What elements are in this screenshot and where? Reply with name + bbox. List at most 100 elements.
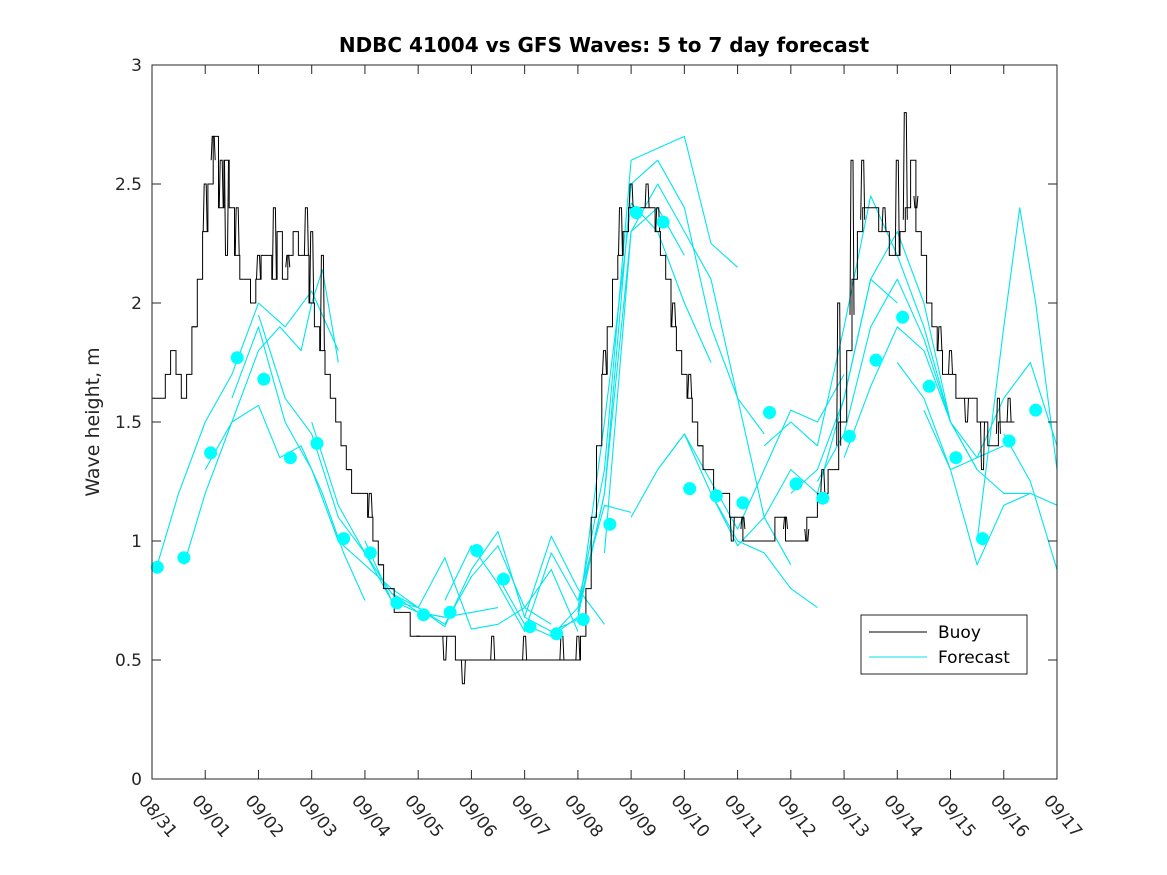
daily-forecast-marker bbox=[257, 372, 271, 386]
daily-forecast-marker bbox=[204, 446, 218, 460]
forecast-line bbox=[156, 290, 339, 565]
buoy-spike bbox=[836, 302, 842, 446]
buoy-spike bbox=[442, 636, 448, 661]
forecast-line bbox=[183, 269, 339, 565]
y-tick-label: 2.5 bbox=[115, 175, 142, 195]
buoy-line bbox=[152, 135, 1015, 661]
daily-forecast-marker bbox=[763, 406, 776, 419]
forecast-line bbox=[923, 361, 1058, 471]
daily-forecast-marker bbox=[310, 436, 324, 450]
daily-forecast-marker bbox=[470, 544, 484, 557]
buoy-spike bbox=[602, 350, 607, 375]
y-tick-label: 0 bbox=[131, 770, 142, 790]
buoy-spike bbox=[729, 517, 735, 542]
buoy-spike bbox=[1006, 397, 1012, 423]
forecast-line bbox=[657, 374, 845, 530]
buoy-spike bbox=[628, 183, 634, 208]
y-axis-label: Wave height, m bbox=[82, 347, 104, 496]
daily-forecast-marker bbox=[709, 489, 723, 503]
daily-forecast-marker bbox=[150, 560, 164, 574]
daily-forecast-marker bbox=[576, 613, 590, 626]
buoy-spike bbox=[271, 207, 277, 280]
daily-forecast-marker bbox=[949, 451, 963, 465]
buoy-spike bbox=[804, 529, 810, 542]
buoy-spike bbox=[285, 254, 291, 268]
buoy-spike bbox=[937, 326, 943, 351]
buoy-spike bbox=[303, 207, 309, 256]
daily-forecast-marker bbox=[523, 620, 537, 634]
daily-forecast-marker bbox=[789, 477, 803, 491]
buoy-spike bbox=[202, 183, 208, 232]
legend-buoy-label: Buoy bbox=[938, 623, 981, 643]
forecast-line bbox=[1003, 433, 1058, 570]
buoy-spike bbox=[948, 350, 953, 375]
daily-forecast-marker bbox=[896, 310, 910, 324]
buoy-spike bbox=[234, 207, 240, 256]
legend-forecast-label: Forecast bbox=[938, 648, 1010, 668]
forecast-line bbox=[231, 326, 419, 609]
buoy-series-group bbox=[152, 112, 1015, 685]
buoy-spike bbox=[995, 397, 1001, 434]
buoy-spike bbox=[309, 231, 315, 304]
buoy-spike bbox=[820, 469, 826, 494]
buoy-spike bbox=[894, 159, 900, 256]
buoy-spike bbox=[902, 112, 908, 220]
daily-forecast-marker bbox=[496, 572, 510, 586]
daily-forecast-marker bbox=[656, 215, 670, 229]
daily-forecast-marker bbox=[922, 379, 936, 393]
buoy-spike bbox=[671, 302, 677, 327]
daily-forecast-marker bbox=[683, 482, 697, 496]
daily-forecast-marker bbox=[603, 517, 617, 531]
buoy-spike bbox=[687, 373, 693, 399]
buoy-spike bbox=[783, 516, 788, 530]
y-tick-label: 3 bbox=[131, 56, 142, 76]
daily-forecast-marker bbox=[443, 605, 457, 619]
daily-forecast-marker bbox=[629, 206, 643, 220]
daily-forecast-marker bbox=[417, 608, 430, 622]
buoy-spike bbox=[860, 159, 866, 220]
buoy-spike bbox=[460, 659, 466, 685]
forecast-line bbox=[257, 314, 445, 618]
buoy-spike bbox=[224, 160, 229, 256]
y-tick-label: 2 bbox=[131, 294, 142, 314]
buoy-spike bbox=[913, 195, 919, 209]
daily-forecast-marker bbox=[1002, 434, 1016, 448]
daily-forecast-marker bbox=[283, 451, 297, 465]
buoy-spike bbox=[522, 635, 528, 661]
buoy-spike bbox=[490, 635, 496, 661]
forecast-line bbox=[311, 421, 499, 618]
daily-forecast-marker bbox=[177, 551, 191, 565]
buoy-spike bbox=[367, 492, 373, 518]
daily-forecast-marker bbox=[869, 353, 883, 367]
buoy-spike bbox=[964, 398, 969, 423]
y-tick-label: 0.5 bbox=[115, 651, 142, 671]
daily-forecast-marker bbox=[337, 532, 351, 546]
daily-forecast-marker bbox=[842, 429, 856, 443]
buoy-spike bbox=[740, 516, 746, 530]
daily-forecast-marker bbox=[230, 351, 244, 365]
buoy-spike bbox=[575, 635, 581, 661]
forecast-line bbox=[550, 135, 738, 637]
daily-marker-group bbox=[150, 206, 1043, 641]
y-axis: 0 0.5 1 1.5 2 2.5 3 bbox=[115, 56, 1057, 790]
forecast-line bbox=[790, 231, 978, 494]
y-tick-label: 1 bbox=[131, 532, 142, 552]
daily-forecast-marker bbox=[1029, 403, 1043, 417]
daily-forecast-marker bbox=[976, 532, 989, 546]
chart-title: NDBC 41004 vs GFS Waves: 5 to 7 day fore… bbox=[339, 33, 870, 57]
forecast-line bbox=[577, 159, 765, 613]
daily-forecast-marker bbox=[363, 546, 377, 560]
buoy-spike bbox=[849, 159, 855, 315]
forecast-line bbox=[843, 326, 1031, 494]
y-tick-label: 1.5 bbox=[115, 413, 142, 433]
forecast-line bbox=[976, 207, 1058, 542]
legend: Buoy Forecast bbox=[860, 614, 1028, 675]
buoy-spike bbox=[881, 207, 887, 232]
buoy-spike bbox=[980, 421, 985, 471]
daily-forecast-marker bbox=[550, 627, 564, 641]
daily-forecast-marker bbox=[390, 596, 404, 610]
buoy-spike bbox=[218, 159, 224, 208]
forecast-line bbox=[896, 362, 1058, 566]
buoy-spike bbox=[256, 254, 261, 280]
